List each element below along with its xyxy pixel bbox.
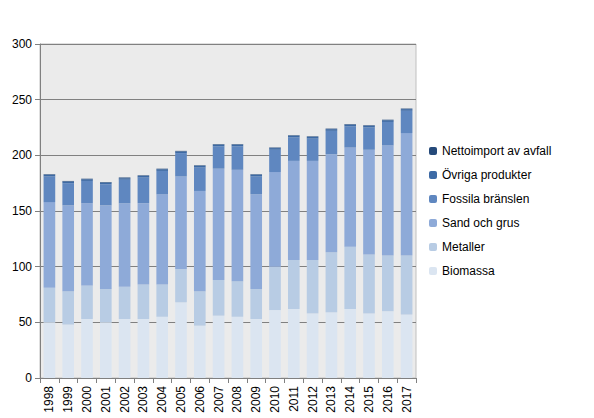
- svg-text:2004: 2004: [155, 386, 169, 413]
- svg-text:Fossila bränslen: Fossila bränslen: [442, 192, 529, 206]
- svg-text:Övriga produkter: Övriga produkter: [442, 168, 531, 182]
- svg-text:2015: 2015: [362, 386, 376, 413]
- svg-text:2016: 2016: [381, 386, 395, 413]
- svg-text:100: 100: [12, 260, 32, 274]
- svg-text:Sand och grus: Sand och grus: [442, 216, 519, 230]
- svg-text:2002: 2002: [118, 386, 132, 413]
- svg-text:2010: 2010: [268, 386, 282, 413]
- svg-text:0: 0: [25, 371, 32, 385]
- svg-text:1998: 1998: [42, 386, 56, 413]
- svg-text:300: 300: [12, 37, 32, 51]
- svg-text:2011: 2011: [287, 386, 301, 412]
- svg-text:200: 200: [12, 148, 32, 162]
- svg-text:150: 150: [12, 204, 32, 218]
- svg-text:2007: 2007: [212, 386, 226, 413]
- svg-text:1999: 1999: [61, 386, 75, 413]
- svg-text:2009: 2009: [249, 386, 263, 413]
- svg-text:2013: 2013: [324, 386, 338, 413]
- svg-text:Nettoimport av avfall: Nettoimport av avfall: [442, 144, 551, 158]
- svg-text:2003: 2003: [136, 386, 150, 413]
- svg-text:2017: 2017: [400, 386, 414, 413]
- svg-text:Biomassa: Biomassa: [442, 264, 495, 278]
- svg-text:50: 50: [19, 315, 33, 329]
- svg-text:2005: 2005: [174, 386, 188, 413]
- svg-text:2012: 2012: [306, 386, 320, 413]
- svg-text:2000: 2000: [80, 386, 94, 413]
- svg-text:250: 250: [12, 93, 32, 107]
- svg-text:2006: 2006: [193, 386, 207, 413]
- svg-text:Metaller: Metaller: [442, 240, 485, 254]
- svg-text:2014: 2014: [343, 386, 357, 413]
- svg-text:2008: 2008: [230, 386, 244, 413]
- svg-text:2001: 2001: [99, 386, 113, 413]
